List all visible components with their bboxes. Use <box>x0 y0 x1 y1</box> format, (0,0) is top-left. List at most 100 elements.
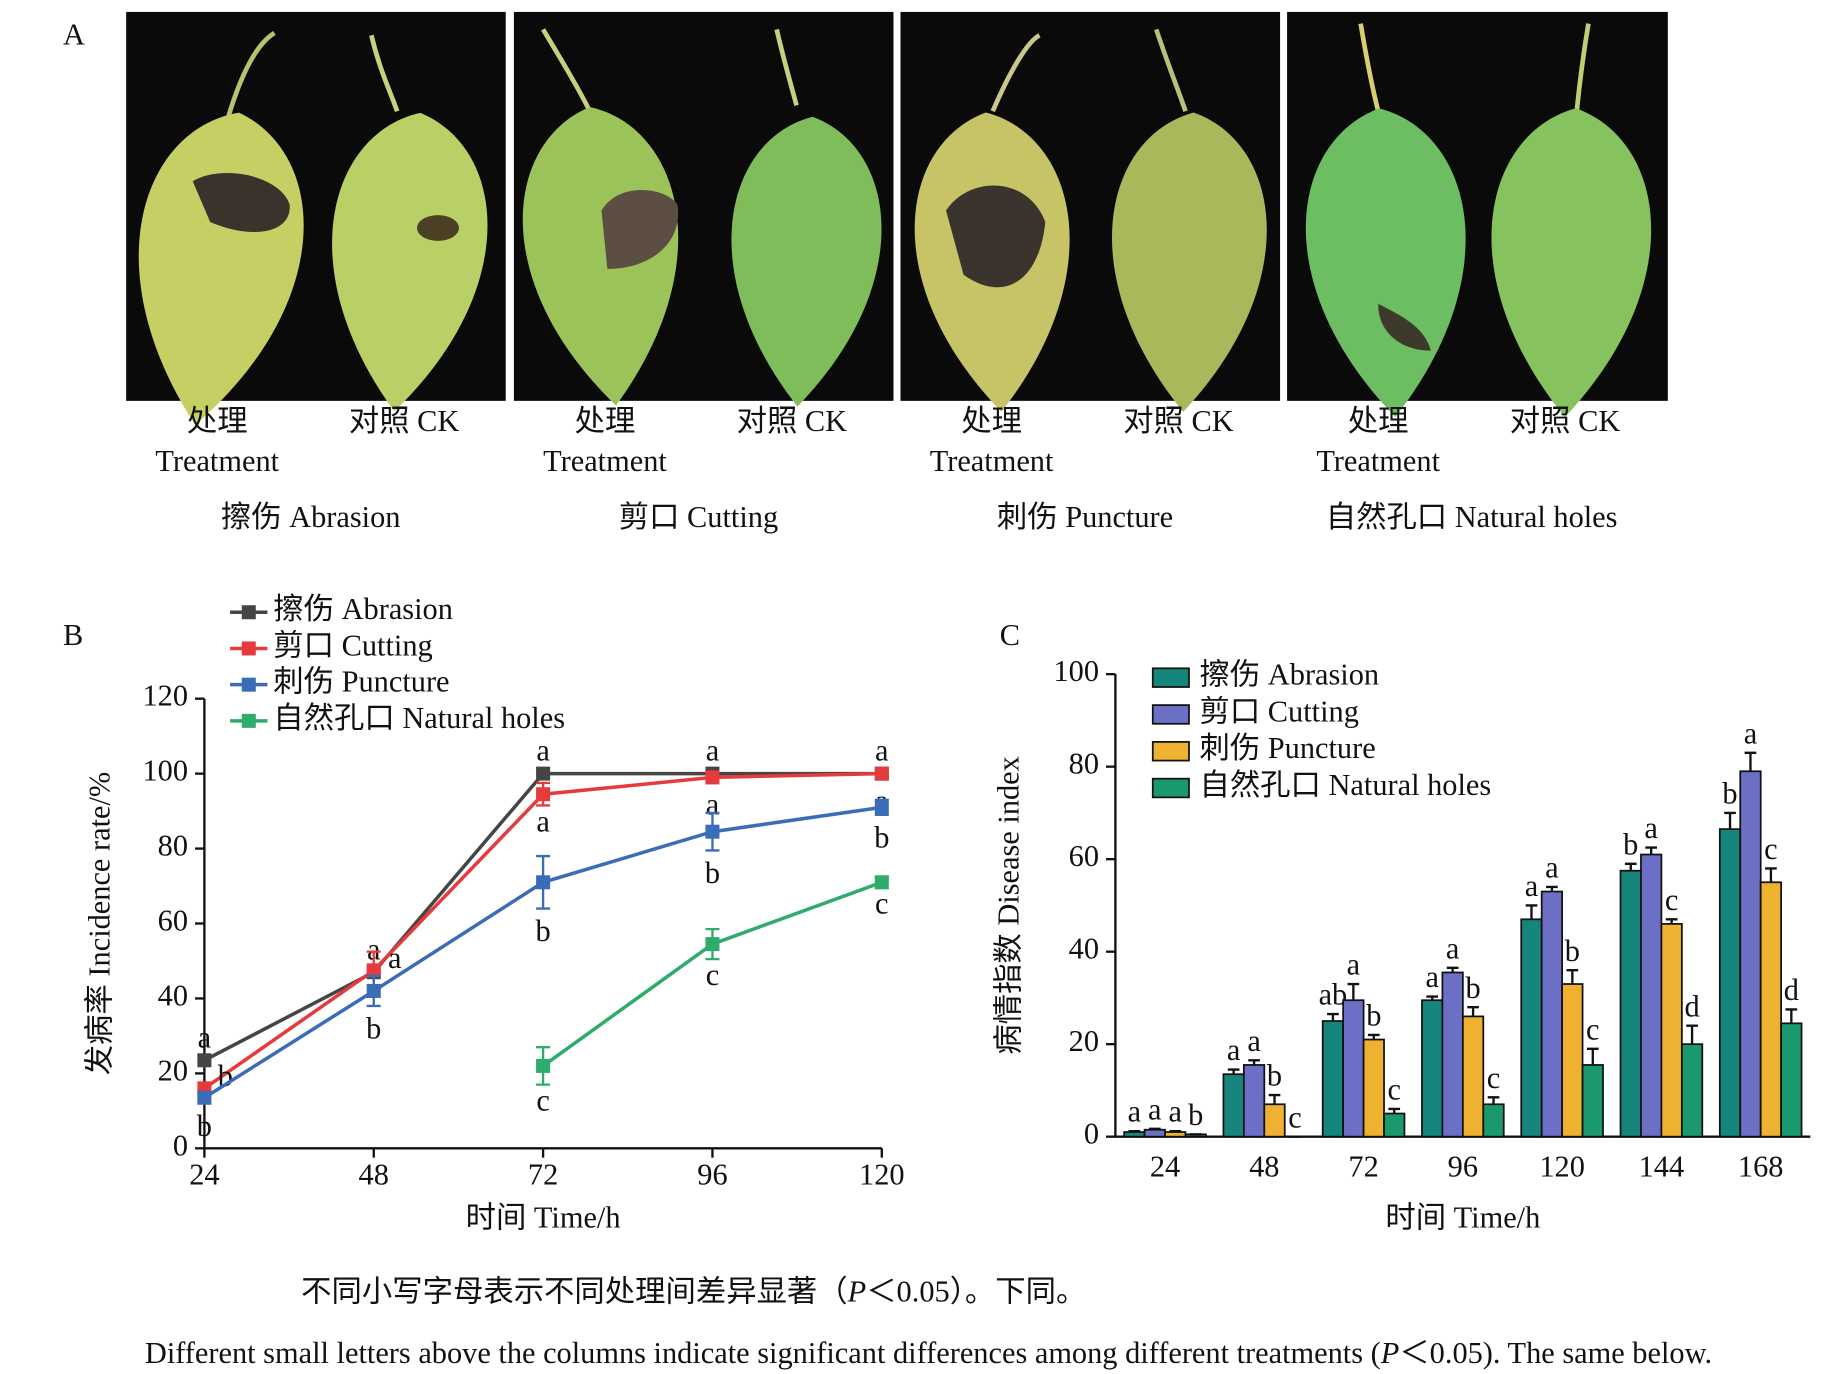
photo <box>114 11 506 437</box>
significance-letter: a <box>1744 716 1758 750</box>
error-bar <box>1665 918 1678 924</box>
significance-letter: a <box>1169 1095 1183 1129</box>
bar <box>1780 1022 1803 1138</box>
point <box>366 963 381 978</box>
error-bar <box>1586 1047 1599 1065</box>
point <box>874 766 889 781</box>
point <box>366 983 381 998</box>
bar <box>1561 983 1584 1138</box>
x-tick-label: 48 <box>359 1158 389 1192</box>
caption-part: ＜0.05). The same below. <box>1399 1336 1712 1370</box>
significance-letter: a <box>198 1020 212 1054</box>
significance-letter: c <box>1586 1012 1599 1046</box>
treatment-label: 处理 <box>1348 404 1409 438</box>
point <box>536 875 551 890</box>
group-caption: 剪口 Cutting <box>619 500 778 534</box>
significance-letter: d <box>1784 973 1799 1007</box>
x-tick-label: 96 <box>1448 1149 1478 1183</box>
error-bar <box>1765 867 1777 883</box>
x-tick-label: 24 <box>1150 1149 1180 1183</box>
error-bar <box>1624 862 1637 871</box>
bar <box>1362 1038 1385 1138</box>
panel-label: C <box>1000 618 1020 652</box>
significance-letter: b <box>218 1059 233 1093</box>
error-bar <box>1426 995 1439 1001</box>
bar <box>1581 1064 1604 1138</box>
significance-letter: c <box>1288 1100 1301 1134</box>
bar <box>1759 881 1782 1138</box>
y-tick-label: 0 <box>1084 1117 1099 1151</box>
significance-letter: a <box>706 734 720 768</box>
group-caption: 刺伤 Puncture <box>997 500 1173 534</box>
legend-label: 刺伤 Puncture <box>1199 731 1375 765</box>
significance-letter: a <box>1525 869 1539 903</box>
error-bar <box>1248 1059 1260 1065</box>
significance-letter: b <box>1267 1059 1282 1093</box>
treatment-label: Treatment <box>155 444 279 478</box>
significance-letter: a <box>875 734 889 768</box>
bar <box>1321 1020 1345 1138</box>
bar <box>1421 999 1444 1138</box>
significance-letter: d <box>1684 989 1699 1023</box>
point <box>536 1058 551 1073</box>
y-axis-label: 发病率 Incidence rate/% <box>83 772 117 1075</box>
bar <box>1263 1103 1286 1138</box>
error-bar <box>1546 885 1558 892</box>
y-tick-label: 120 <box>142 679 188 713</box>
significance-letter: b <box>1565 934 1580 968</box>
y-tick-label: 100 <box>1053 654 1099 688</box>
significance-letter: b <box>366 1012 381 1046</box>
significance-letter: c <box>706 958 719 992</box>
caption-en: Different small letters above the column… <box>145 1336 1712 1370</box>
treatment-label: Treatment <box>930 444 1054 478</box>
caption-cn: 不同小写字母表示不同处理间差异显著（P＜0.05）。下同。 <box>301 1274 1086 1308</box>
x-axis-label: 时间 Time/h <box>1385 1201 1540 1235</box>
x-tick-label: 96 <box>697 1158 727 1192</box>
bar <box>1619 869 1642 1138</box>
bar <box>1520 918 1543 1138</box>
bar <box>1680 1043 1704 1138</box>
y-tick-label: 100 <box>142 754 188 788</box>
point <box>705 937 720 952</box>
bar <box>1660 923 1683 1138</box>
legend-marker <box>241 713 256 728</box>
significance-letter: b <box>197 1109 212 1143</box>
significance-letter: b <box>536 914 551 948</box>
point <box>197 1053 212 1068</box>
error-bar <box>1785 1008 1798 1024</box>
significance-letter: b <box>705 856 720 890</box>
error-bar <box>1467 1005 1479 1017</box>
y-tick-label: 80 <box>1069 747 1099 781</box>
bar <box>1383 1112 1406 1138</box>
point <box>874 875 889 890</box>
control-label: 对照 CK <box>737 404 848 438</box>
bar <box>1640 853 1663 1138</box>
legend-marker <box>241 677 256 692</box>
significance-letter: a <box>1425 960 1439 994</box>
x-tick-label: 48 <box>1249 1149 1279 1183</box>
error-bar <box>1327 1012 1339 1022</box>
point <box>705 770 720 785</box>
significance-letter: b <box>1366 999 1381 1033</box>
legend-swatch <box>1151 777 1190 799</box>
point <box>874 800 889 815</box>
y-tick-label: 20 <box>1069 1024 1099 1058</box>
error-bar <box>1525 904 1538 920</box>
x-tick-label: 144 <box>1639 1149 1685 1183</box>
bar <box>1222 1073 1245 1138</box>
significance-letter: c <box>536 1083 549 1117</box>
y-tick-label: 40 <box>158 978 188 1012</box>
error-bar <box>1645 846 1658 855</box>
control-label: 对照 CK <box>1123 404 1234 438</box>
bar <box>1164 1131 1187 1138</box>
significance-letter: a <box>1148 1092 1162 1126</box>
significance-letter: a <box>388 941 402 975</box>
significance-letter: a <box>1247 1024 1261 1058</box>
legend-marker <box>241 605 256 620</box>
treatment-label: 处理 <box>961 404 1022 438</box>
significance-letter: c <box>1764 832 1777 866</box>
treatment-label: Treatment <box>543 444 667 478</box>
legend-label: 剪口 Cutting <box>273 628 432 662</box>
significance-letter: b <box>1465 971 1480 1005</box>
panel-label: B <box>63 618 83 652</box>
